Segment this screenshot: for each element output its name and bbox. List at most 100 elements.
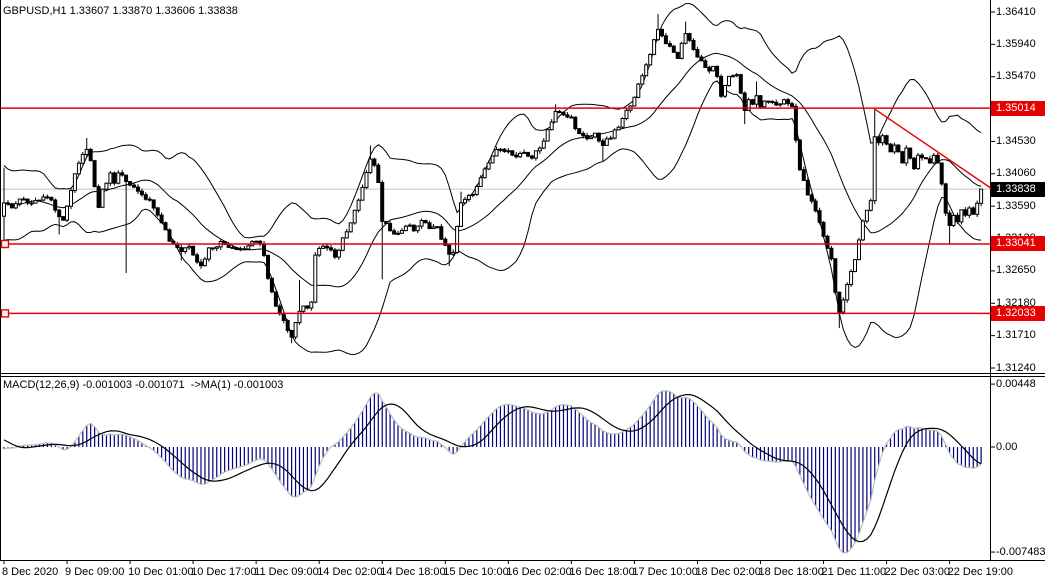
price-axis-label: 1.31240	[996, 361, 1036, 374]
candle-body	[13, 203, 18, 209]
candle-body	[470, 193, 475, 196]
candle-body	[935, 154, 940, 164]
price-axis-label: 1.35940	[996, 37, 1036, 50]
candle-body	[837, 291, 842, 313]
candle-body	[108, 172, 113, 184]
candle-body	[226, 243, 231, 248]
candle-body	[384, 220, 389, 224]
candle-body	[514, 154, 519, 158]
candle-body	[699, 56, 704, 62]
candle-body	[49, 196, 54, 201]
candle-body	[266, 254, 270, 279]
candle-body	[202, 258, 207, 267]
candle-body	[246, 245, 251, 250]
candle-body	[423, 220, 428, 224]
candle-body	[399, 230, 404, 234]
trend-line[interactable]	[874, 108, 993, 190]
candle-body	[124, 174, 129, 183]
candle-body	[116, 172, 121, 184]
candle-body	[210, 247, 215, 250]
candle-body	[388, 223, 393, 232]
candle-body	[53, 199, 58, 211]
candle-body	[76, 162, 81, 175]
level-handle-1.32033[interactable]	[0, 309, 10, 318]
candle-body	[21, 198, 26, 201]
candle-body	[624, 109, 629, 120]
time-axis-label: 16 Dec 02:00	[506, 566, 572, 578]
candle-body	[979, 188, 984, 204]
candle-body	[293, 322, 298, 338]
candle-body	[325, 245, 330, 249]
candle-body	[908, 147, 913, 159]
candle-body	[707, 66, 712, 72]
level-handle-1.33041[interactable]	[0, 239, 10, 249]
candle-body	[853, 259, 857, 273]
candle-body	[912, 157, 917, 170]
macd-indicator-label: MACD(12,26,9) -0.001003 -0.001071 ->MA(1…	[3, 379, 284, 391]
candle-body	[951, 214, 956, 226]
level-price-badge: 1.35014	[991, 100, 1045, 116]
candle-body	[939, 162, 944, 185]
candle-body	[526, 151, 530, 157]
candle-body	[636, 83, 641, 98]
candle-body	[608, 137, 613, 140]
candle-body	[80, 154, 85, 164]
candle-body	[96, 186, 101, 208]
candle-body	[230, 246, 235, 249]
candle-body	[675, 51, 680, 59]
candle-body	[478, 177, 483, 187]
candle-body	[88, 148, 93, 162]
macd-signal-line	[3, 393, 982, 543]
candle-body	[596, 132, 601, 142]
candle-body	[392, 230, 397, 235]
price-axis-label: 1.36410	[996, 5, 1036, 18]
candle-body	[616, 126, 621, 131]
candle-body	[530, 155, 534, 159]
candle-body	[632, 96, 637, 107]
candle-body	[494, 149, 499, 157]
candle-body	[45, 196, 50, 199]
candle-body	[762, 100, 767, 108]
candle-body	[69, 190, 73, 207]
candle-body	[656, 28, 660, 41]
candle-body	[199, 261, 203, 267]
candle-body	[825, 235, 830, 249]
candle-body	[723, 85, 727, 97]
candle-body	[372, 158, 377, 166]
candle-body	[927, 158, 932, 164]
candle-body	[41, 196, 46, 201]
candle-body	[463, 198, 467, 204]
candle-body	[683, 33, 688, 44]
candle-body	[490, 155, 495, 164]
candle-body	[786, 99, 791, 105]
candle-body	[687, 33, 692, 41]
candle-body	[427, 222, 432, 230]
candle-body	[301, 305, 306, 312]
candle-body	[774, 101, 779, 106]
candle-body	[100, 188, 105, 208]
candle-body	[545, 129, 550, 142]
candle-body	[593, 132, 597, 138]
candle-body	[25, 198, 30, 204]
candle-body	[541, 140, 546, 149]
time-axis-label: 17 Dec 10:00	[632, 566, 698, 578]
candle-body	[569, 116, 574, 119]
candle-body	[61, 216, 66, 221]
macd-pane	[3, 390, 982, 554]
time-axis-label: 9 Dec 09:00	[65, 566, 125, 578]
candles-layer	[2, 14, 984, 344]
time-axis-label: 15 Dec 10:00	[443, 566, 509, 578]
candle-body	[884, 135, 889, 145]
candle-body	[880, 135, 885, 144]
candle-body	[419, 220, 424, 227]
candle-body	[805, 180, 810, 196]
price-axis-label: 1.35470	[996, 70, 1036, 83]
candle-body	[703, 60, 708, 68]
candle-body	[195, 254, 200, 263]
candle-body	[821, 221, 826, 237]
candle-body	[183, 247, 188, 253]
time-axis-label: 18 Dec 18:00	[758, 566, 824, 578]
candle-body	[57, 209, 62, 218]
candle-body	[132, 184, 136, 188]
